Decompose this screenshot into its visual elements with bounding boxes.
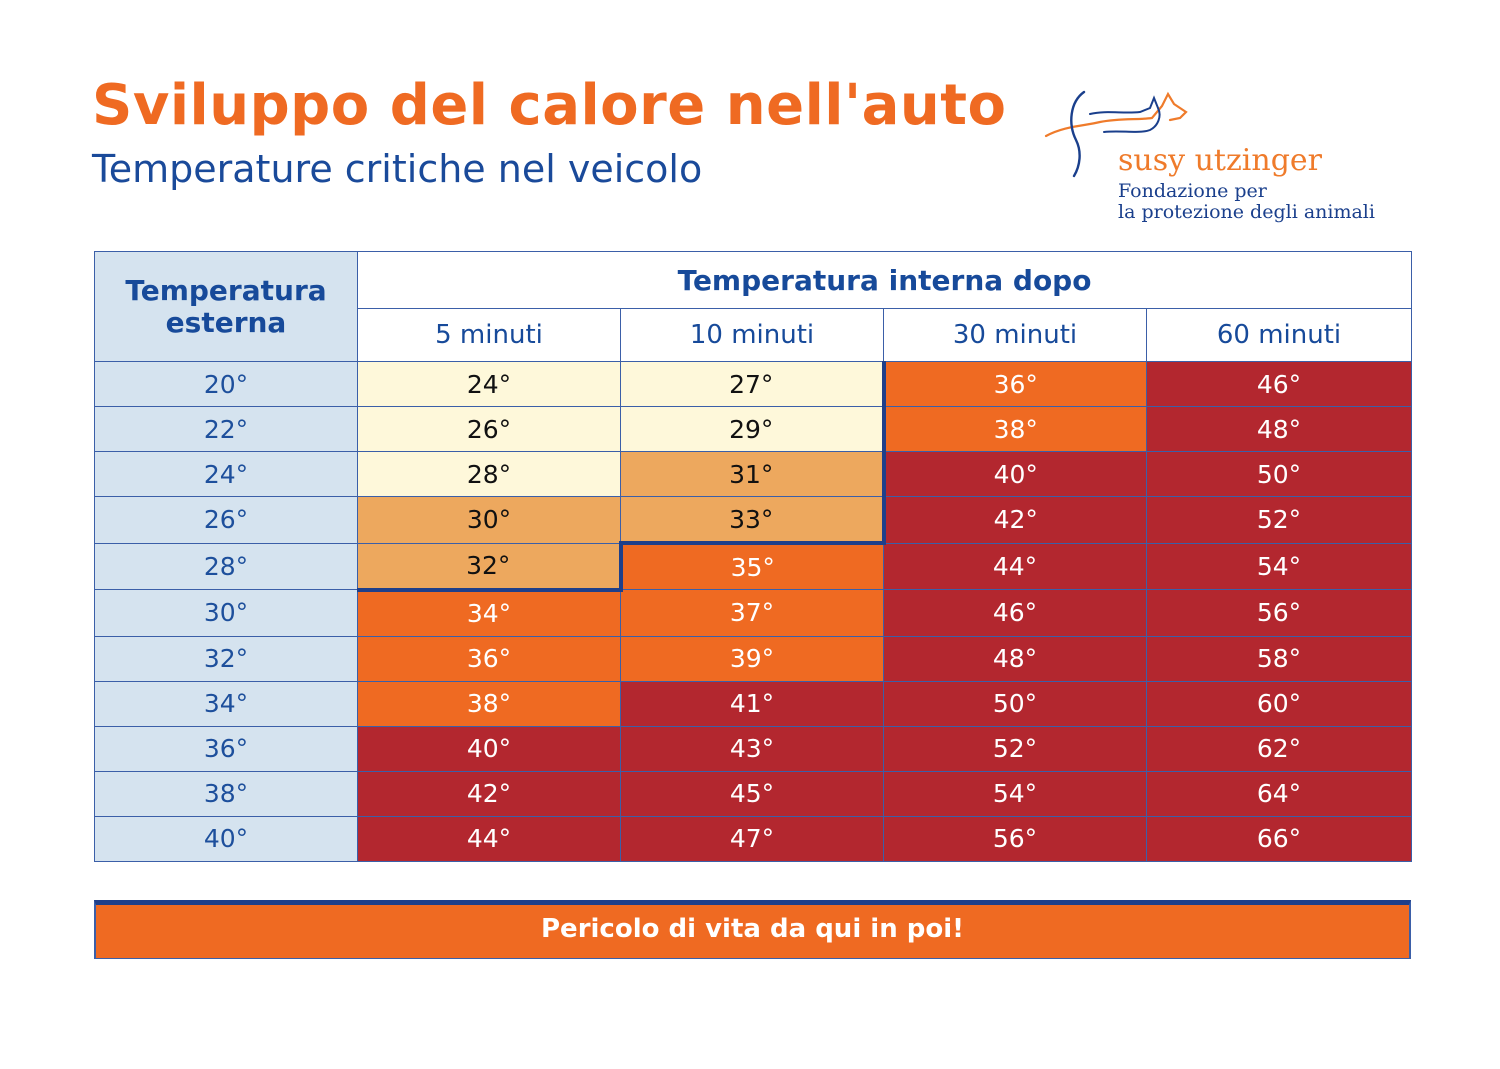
temp-cell: 40° (357, 725, 621, 772)
outside-temp-cell: 40° (94, 815, 358, 862)
temp-cell: 39° (620, 635, 884, 682)
table-row: 40° 44° 47° 56° 66° (94, 815, 1413, 862)
temperature-table: Temperatura esterna Temperatura interna … (94, 251, 1413, 862)
table-row: 24° 28° 31° 40° 50° (94, 451, 1413, 497)
temp-cell: 40° (883, 451, 1147, 497)
table-row: 28° 32° 35° 44° 54° (94, 542, 1413, 592)
column-header-10-min: 10 minuti (620, 308, 884, 362)
temp-cell: 38° (357, 680, 621, 727)
temp-cell: 42° (357, 770, 621, 817)
foundation-logo: susy utzinger Fondazione per la protezio… (1040, 84, 1420, 234)
temp-cell: 58° (1145, 635, 1413, 682)
temp-cell: 56° (1145, 589, 1413, 637)
outside-temp-cell: 32° (94, 635, 358, 682)
temp-cell: 29° (620, 406, 886, 452)
temp-cell: 50° (883, 680, 1147, 727)
outside-temp-cell: 22° (94, 406, 358, 452)
table-row: 34° 38° 41° 50° 60° (94, 680, 1413, 727)
temp-cell: 31° (620, 451, 886, 497)
outside-temp-cell: 38° (94, 770, 358, 817)
outside-temp-cell: 20° (94, 361, 358, 407)
table-row: 20° 24° 27° 36° 46° (94, 361, 1413, 407)
temp-cell: 54° (1145, 542, 1413, 590)
temp-cell: 32° (357, 542, 623, 592)
temp-cell: 33° (620, 496, 886, 545)
temp-cell: 36° (357, 635, 621, 682)
temp-cell: 46° (1145, 361, 1413, 407)
column-header-5-min: 5 minuti (357, 308, 621, 362)
temp-cell: 35° (620, 542, 884, 590)
danger-legend-text: Pericolo di vita da qui in poi! (541, 914, 964, 944)
page-title: Sviluppo del calore nell'auto (92, 73, 1007, 138)
temp-cell: 24° (357, 361, 621, 407)
temp-cell: 43° (620, 725, 884, 772)
outside-temp-cell: 34° (94, 680, 358, 727)
temp-cell: 64° (1145, 770, 1413, 817)
temp-cell: 52° (1145, 496, 1413, 544)
temp-cell: 47° (620, 815, 884, 862)
temp-cell: 66° (1145, 815, 1413, 862)
dog-cat-outline-icon (1044, 90, 1188, 178)
temp-cell: 56° (883, 815, 1147, 862)
outside-temp-cell: 36° (94, 725, 358, 772)
table-row: 30° 34° 37° 46° 56° (94, 589, 1413, 637)
table-column-header-row: 5 minuti 10 minuti 30 minuti 60 minuti (95, 308, 1413, 362)
temp-cell: 44° (357, 815, 621, 862)
temp-cell: 30° (357, 496, 621, 544)
table-group-header-row: Temperatura esterna Temperatura interna … (94, 251, 1413, 362)
temp-cell: 60° (1145, 680, 1413, 727)
temp-cell: 54° (883, 770, 1147, 817)
table-row: 32° 36° 39° 48° 58° (94, 635, 1413, 682)
danger-legend-bar: Pericolo di vita da qui in poi! (94, 900, 1411, 959)
temp-cell: 52° (883, 725, 1147, 772)
column-header-60-min: 60 minuti (1145, 308, 1413, 362)
page-subtitle: Temperature critiche nel veicolo (92, 147, 703, 191)
temp-cell: 41° (620, 680, 884, 727)
table-row: 36° 40° 43° 52° 62° (94, 725, 1413, 772)
temp-cell: 62° (1145, 725, 1413, 772)
temp-cell: 27° (620, 361, 886, 407)
outside-temp-cell: 24° (94, 451, 358, 497)
logo-name: susy utzinger (1118, 143, 1322, 178)
outside-temp-cell: 26° (94, 496, 358, 544)
temp-cell: 36° (883, 361, 1147, 407)
table-row: 26° 30° 33° 42° 52° (94, 496, 1413, 545)
temp-cell: 42° (883, 496, 1147, 544)
table-row: 38° 42° 45° 54° 64° (94, 770, 1413, 817)
temp-cell: 28° (357, 451, 621, 497)
outside-temp-cell: 28° (94, 542, 358, 590)
column-header-30-min: 30 minuti (883, 308, 1147, 362)
temp-cell: 48° (883, 635, 1147, 682)
temp-cell: 45° (620, 770, 884, 817)
inside-temperature-group-header: Temperatura interna dopo (356, 251, 1413, 309)
temp-cell: 48° (1145, 406, 1413, 452)
temp-cell: 26° (357, 406, 621, 452)
temp-cell: 50° (1145, 451, 1413, 497)
logo-tagline-line2: la protezione degli animali (1118, 201, 1375, 223)
table-row: 22° 26° 29° 38° 48° (94, 406, 1413, 452)
logo-tagline-line1: Fondazione per (1118, 180, 1267, 202)
outside-temperature-header: Temperatura esterna (94, 251, 358, 362)
temp-cell: 38° (883, 406, 1147, 452)
temp-cell: 46° (883, 589, 1147, 637)
outside-temp-cell: 30° (94, 589, 358, 637)
temp-cell: 37° (620, 589, 884, 637)
temp-cell: 34° (357, 589, 621, 637)
temp-cell: 44° (883, 542, 1147, 590)
